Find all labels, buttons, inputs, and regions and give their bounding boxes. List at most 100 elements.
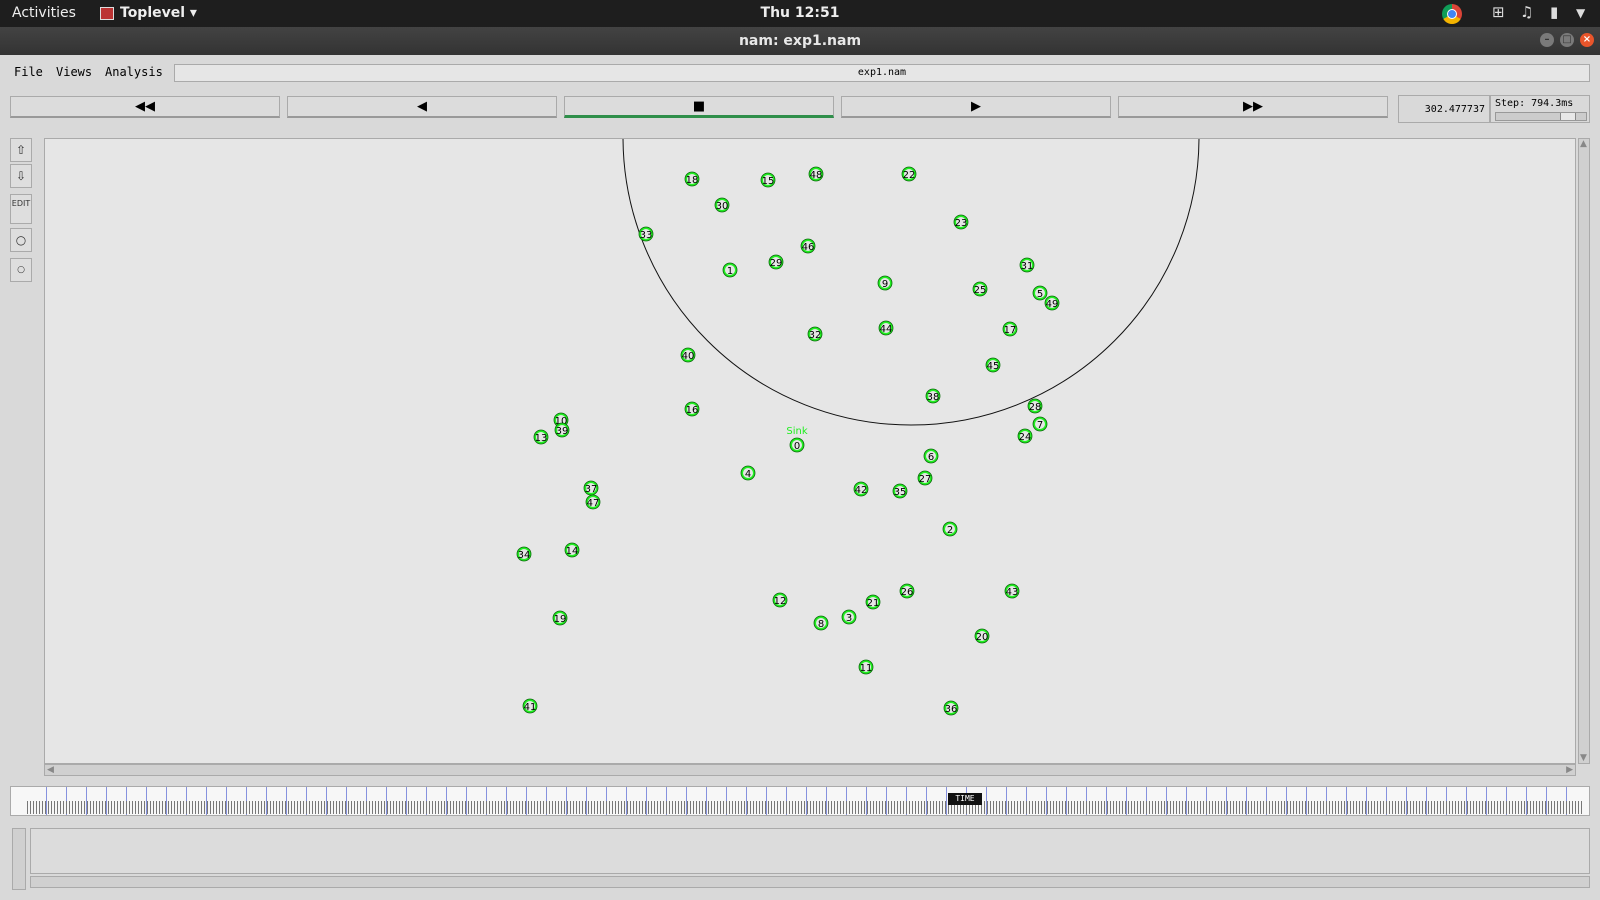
- minimize-button[interactable]: –: [1540, 33, 1554, 47]
- node-13[interactable]: 13: [533, 429, 549, 445]
- scroll-up-icon[interactable]: ▲: [1580, 139, 1587, 149]
- circle-large-icon[interactable]: ○: [10, 228, 32, 252]
- node-20[interactable]: 20: [974, 628, 990, 644]
- menu-views[interactable]: Views: [56, 65, 93, 79]
- node-label: 47: [587, 498, 600, 509]
- node-0[interactable]: 0: [789, 437, 805, 453]
- window-title-bar: nam: exp1.nam – □ ×: [0, 27, 1600, 55]
- battery-icon[interactable]: ▮: [1550, 3, 1559, 21]
- timeline-slider[interactable]: TIME: [10, 786, 1590, 816]
- node-29[interactable]: 29: [768, 254, 784, 270]
- node-6[interactable]: 6: [923, 448, 939, 464]
- node-5[interactable]: 5: [1032, 285, 1048, 301]
- scroll-down-icon[interactable]: ▼: [1580, 753, 1587, 763]
- node-3[interactable]: 3: [841, 609, 857, 625]
- annotation-horizontal-scrollbar[interactable]: [30, 876, 1590, 888]
- node-41[interactable]: 41: [522, 698, 538, 714]
- node-37[interactable]: 37: [583, 480, 599, 496]
- node-47[interactable]: 47: [585, 494, 601, 510]
- node-44[interactable]: 44: [878, 320, 894, 336]
- maximize-button[interactable]: □: [1560, 33, 1574, 47]
- volume-icon[interactable]: ♫: [1520, 3, 1534, 21]
- node-33[interactable]: 33: [638, 226, 654, 242]
- close-button[interactable]: ×: [1580, 33, 1594, 47]
- scroll-left-icon[interactable]: ◀: [47, 765, 54, 775]
- node-15[interactable]: 15: [760, 172, 776, 188]
- node-label: 48: [810, 170, 823, 181]
- node-46[interactable]: 46: [800, 238, 816, 254]
- node-32[interactable]: 32: [807, 326, 823, 342]
- annotation-vertical-scrollbar[interactable]: [12, 828, 26, 890]
- network-icon[interactable]: ⊞: [1492, 3, 1505, 21]
- zoom-in-icon[interactable]: ⇧: [10, 138, 32, 162]
- node-label: 41: [524, 702, 537, 713]
- node-30[interactable]: 30: [714, 197, 730, 213]
- node-49[interactable]: 49: [1044, 295, 1060, 311]
- node-12[interactable]: 12: [772, 592, 788, 608]
- rewind-button[interactable]: ◀◀: [10, 96, 280, 118]
- node-19[interactable]: 19: [552, 610, 568, 626]
- node-label: 33: [640, 230, 653, 241]
- scroll-right-icon[interactable]: ▶: [1566, 765, 1573, 775]
- edit-button[interactable]: EDIT: [10, 194, 32, 224]
- step-back-button[interactable]: ◀: [287, 96, 557, 118]
- node-25[interactable]: 25: [972, 281, 988, 297]
- step-slider[interactable]: [1495, 112, 1587, 121]
- node-2[interactable]: 2: [942, 521, 958, 537]
- node-label: 6: [928, 452, 934, 463]
- node-38[interactable]: 38: [925, 388, 941, 404]
- play-button[interactable]: ▶: [841, 96, 1111, 118]
- annotation-panel[interactable]: [30, 828, 1590, 874]
- node-9[interactable]: 9: [877, 275, 893, 291]
- node-inner: [588, 497, 598, 507]
- system-menu-chevron-icon[interactable]: ▼: [1576, 6, 1586, 20]
- node-34[interactable]: 34: [516, 546, 532, 562]
- menu-analysis[interactable]: Analysis: [105, 65, 163, 79]
- menu-file[interactable]: File: [14, 65, 43, 79]
- node-16[interactable]: 16: [684, 401, 700, 417]
- chrome-icon[interactable]: [1442, 4, 1462, 24]
- node-26[interactable]: 26: [899, 583, 915, 599]
- node-17[interactable]: 17: [1002, 321, 1018, 337]
- circle-small-icon[interactable]: ○: [10, 258, 32, 282]
- node-7[interactable]: 7: [1032, 416, 1048, 432]
- node-48[interactable]: 48: [808, 166, 824, 182]
- clock[interactable]: Thu 12:51: [760, 5, 840, 21]
- node-8[interactable]: 8: [813, 615, 829, 631]
- node-11[interactable]: 11: [858, 659, 874, 675]
- node-1[interactable]: 1: [722, 262, 738, 278]
- activities-button[interactable]: Activities: [12, 5, 76, 21]
- node-35[interactable]: 35: [892, 483, 908, 499]
- node-4[interactable]: 4: [740, 465, 756, 481]
- zoom-out-icon[interactable]: ⇩: [10, 164, 32, 188]
- node-39[interactable]: 39: [554, 422, 570, 438]
- node-label: 38: [927, 392, 940, 403]
- timeline-marker[interactable]: TIME: [948, 793, 982, 805]
- network-canvas[interactable]: 18 15 48 22 30 23 33 46 29 1 31 9 25 5 49 44 17 32 40 45 38 2…: [44, 138, 1576, 764]
- node-inner: [1035, 419, 1045, 429]
- node-23[interactable]: 23: [953, 214, 969, 230]
- node-inner: [895, 486, 905, 496]
- step-slider-handle[interactable]: [1560, 113, 1576, 120]
- node-43[interactable]: 43: [1004, 583, 1020, 599]
- vertical-scrollbar[interactable]: ▲ ▼: [1578, 138, 1590, 764]
- fast-forward-button[interactable]: ▶▶: [1118, 96, 1388, 118]
- node-36[interactable]: 36: [943, 700, 959, 716]
- stop-button[interactable]: ■: [564, 96, 834, 118]
- node-14[interactable]: 14: [564, 542, 580, 558]
- node-label: 46: [802, 242, 815, 253]
- node-21[interactable]: 21: [865, 594, 881, 610]
- node-27[interactable]: 27: [917, 470, 933, 486]
- node-40[interactable]: 40: [680, 347, 696, 363]
- node-31[interactable]: 31: [1019, 257, 1035, 273]
- node-24[interactable]: 24: [1017, 428, 1033, 444]
- node-22[interactable]: 22: [901, 166, 917, 182]
- node-inner: [687, 404, 697, 414]
- node-18[interactable]: 18: [684, 171, 700, 187]
- app-menu[interactable]: Toplevel ▾: [100, 5, 197, 21]
- node-28[interactable]: 28: [1027, 398, 1043, 414]
- node-42[interactable]: 42: [853, 481, 869, 497]
- horizontal-scrollbar[interactable]: ◀ ▶: [44, 764, 1576, 776]
- node-45[interactable]: 45: [985, 357, 1001, 373]
